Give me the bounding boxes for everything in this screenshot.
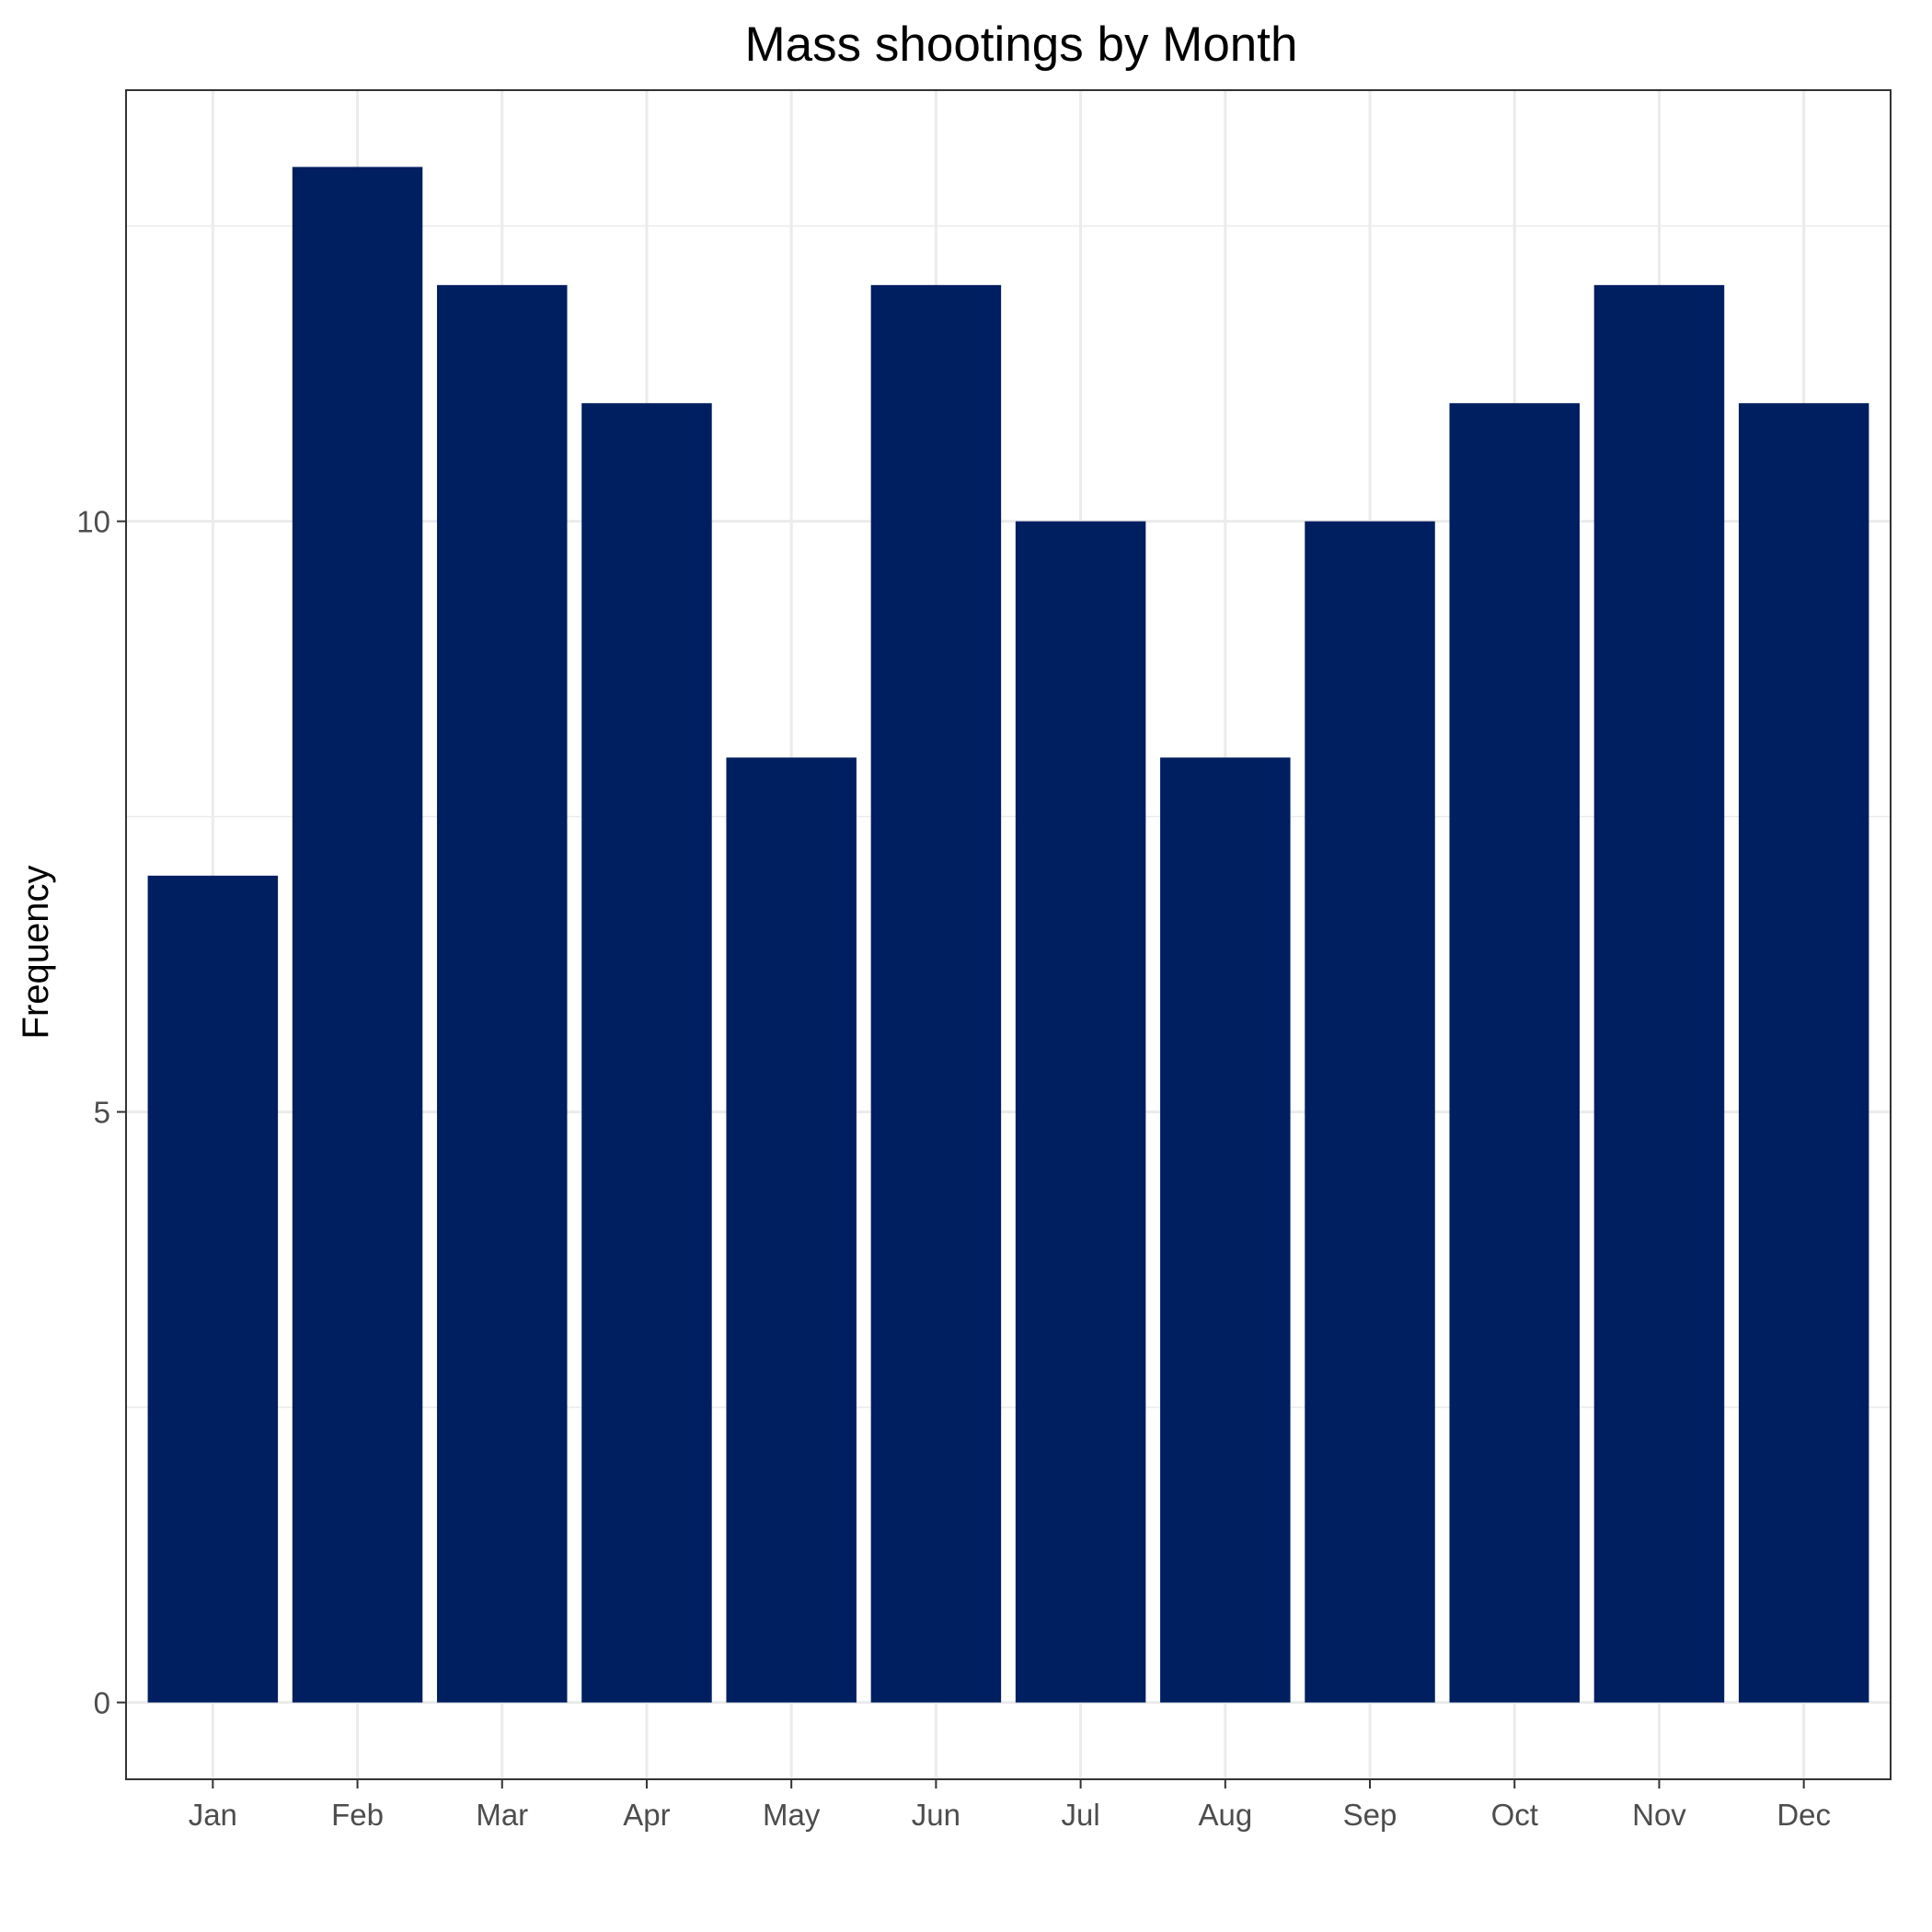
x-tick-label: Jan (189, 1798, 237, 1832)
y-axis-label: Frequency (16, 866, 56, 1040)
x-tick-label: Oct (1491, 1798, 1538, 1832)
bar-dec (1738, 403, 1869, 1703)
bar-nov (1593, 284, 1725, 1703)
x-tick-label: Aug (1198, 1798, 1252, 1832)
x-tick-label: Nov (1632, 1798, 1686, 1832)
y-tick-label: 0 (94, 1686, 110, 1720)
y-tick-label: 10 (76, 505, 110, 539)
x-tick-label: Sep (1343, 1798, 1397, 1832)
x-tick-label: Jul (1062, 1798, 1100, 1832)
x-axis: Jan Feb Mar Apr May Jun Jul Aug Sep Oct Nov Dec (189, 1779, 1831, 1832)
bar-aug (1160, 757, 1291, 1703)
x-tick-label: Dec (1777, 1798, 1831, 1832)
bar-jul (1015, 521, 1146, 1703)
x-tick-label: Apr (623, 1798, 670, 1832)
x-tick-label: Mar (476, 1798, 528, 1832)
bar-mar (437, 284, 568, 1703)
bar-apr (581, 403, 712, 1703)
bar-jan (147, 875, 279, 1703)
x-tick-label: Jun (912, 1798, 960, 1832)
x-tick-label: May (763, 1798, 821, 1832)
y-axis: 0 5 10 (76, 505, 126, 1720)
bar-sep (1305, 521, 1435, 1703)
bar-may (726, 757, 857, 1703)
chart-title: Mass shootings by Month (745, 17, 1298, 72)
x-tick-label: Feb (331, 1798, 384, 1832)
bar-feb (292, 167, 423, 1703)
panel-border (125, 89, 1892, 1780)
bar-jun (870, 284, 1002, 1703)
bar-oct (1449, 403, 1580, 1703)
y-tick-label: 5 (94, 1096, 110, 1130)
bars (147, 167, 1869, 1703)
